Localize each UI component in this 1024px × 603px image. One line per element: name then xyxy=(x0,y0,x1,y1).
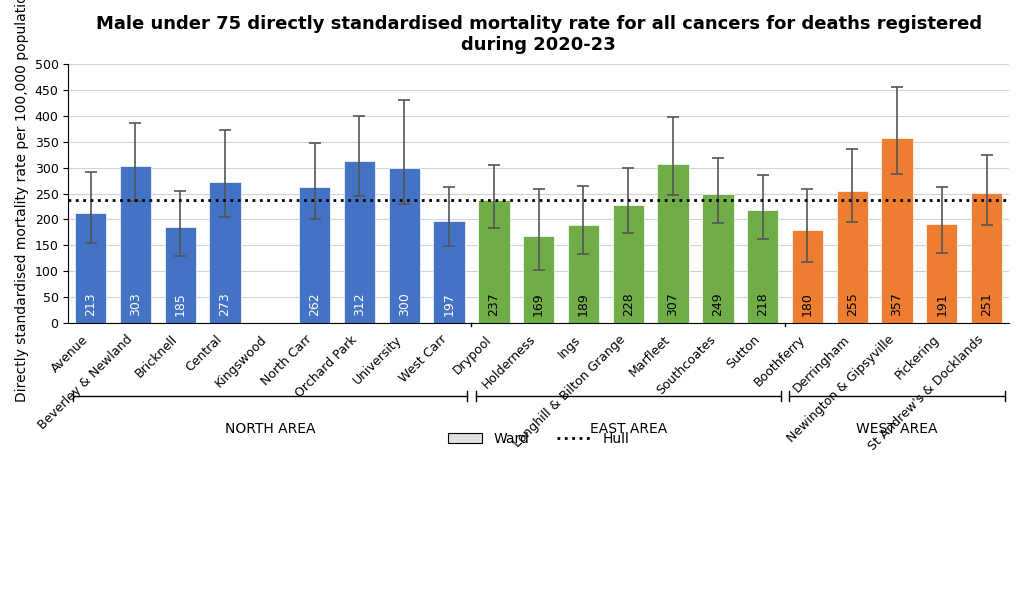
Text: 191: 191 xyxy=(935,292,948,315)
Bar xyxy=(209,182,241,323)
Text: 251: 251 xyxy=(980,292,993,315)
Bar xyxy=(971,193,1002,323)
Bar xyxy=(612,205,644,323)
Text: 180: 180 xyxy=(801,292,814,315)
Title: Male under 75 directly standardised mortality rate for all cancers for deaths re: Male under 75 directly standardised mort… xyxy=(95,15,982,54)
Bar xyxy=(702,194,733,323)
Bar xyxy=(433,221,465,323)
Text: WEST AREA: WEST AREA xyxy=(856,422,938,436)
Bar xyxy=(523,236,554,323)
Text: 185: 185 xyxy=(174,292,186,315)
Bar xyxy=(478,200,510,323)
Text: 307: 307 xyxy=(667,292,680,315)
Text: 262: 262 xyxy=(308,292,322,315)
Bar xyxy=(746,210,778,323)
Text: 169: 169 xyxy=(532,292,545,315)
Bar xyxy=(388,168,420,323)
Bar xyxy=(299,188,331,323)
Text: 228: 228 xyxy=(622,292,635,315)
Text: 273: 273 xyxy=(218,292,231,315)
Text: 249: 249 xyxy=(712,292,724,315)
Bar xyxy=(926,224,957,323)
Bar xyxy=(344,162,375,323)
Bar xyxy=(165,227,196,323)
Bar xyxy=(792,230,823,323)
Text: NORTH AREA: NORTH AREA xyxy=(224,422,315,436)
Text: 300: 300 xyxy=(397,292,411,315)
Bar xyxy=(567,225,599,323)
Bar xyxy=(882,138,912,323)
Legend: Ward, Hull: Ward, Hull xyxy=(442,426,635,452)
Bar xyxy=(75,213,106,323)
Text: 357: 357 xyxy=(891,292,903,315)
Text: 255: 255 xyxy=(846,292,859,315)
Text: 303: 303 xyxy=(129,292,142,315)
Text: 189: 189 xyxy=(577,292,590,315)
Text: 213: 213 xyxy=(84,292,97,315)
Text: 197: 197 xyxy=(442,292,456,315)
Text: 237: 237 xyxy=(487,292,501,315)
Text: 312: 312 xyxy=(353,292,366,315)
Bar xyxy=(837,191,868,323)
Bar xyxy=(657,164,689,323)
Bar xyxy=(120,166,152,323)
Y-axis label: Directly standardised mortality rate per 100,000 population: Directly standardised mortality rate per… xyxy=(15,0,29,402)
Text: EAST AREA: EAST AREA xyxy=(590,422,667,436)
Text: 218: 218 xyxy=(756,292,769,315)
